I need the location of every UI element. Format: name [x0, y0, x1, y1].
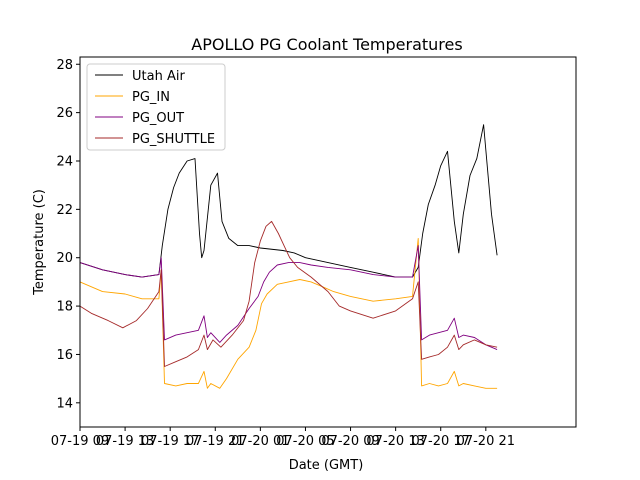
y-tick-label: 14 [56, 396, 73, 411]
y-tick-label: 16 [56, 348, 73, 363]
y-tick-label: 20 [56, 251, 73, 266]
x-tick-label: 07-20 13 [366, 434, 424, 449]
series-line-pg-in [79, 237, 498, 389]
series-layer [79, 124, 498, 389]
series-line-pg-out [79, 245, 498, 351]
y-tick-label: 26 [56, 106, 73, 121]
y-axis: 14 16 18 20 22 24 26 28 [56, 58, 80, 411]
y-tick-label: 18 [56, 300, 73, 315]
x-tick-label: 07-20 09 [321, 434, 379, 449]
plot-frame [79, 56, 577, 428]
y-axis-label: Temperature (C) [32, 189, 47, 296]
x-tick-label: 07-19 17 [141, 434, 199, 449]
series-line-utah-air [79, 124, 498, 278]
x-axis-label: Date (GMT) [289, 458, 364, 473]
legend-label-pg-shuttle: PG_SHUTTLE [132, 132, 215, 147]
x-tick-label: 07-20 01 [231, 434, 289, 449]
x-tick-label: 07-19 09 [51, 434, 109, 449]
legend-box [86, 63, 226, 151]
x-tick-label: 07-20 21 [457, 434, 515, 449]
legend-entries: Utah Air PG_IN PG_OUT PG_SHUTTLE [95, 69, 215, 147]
series-line-pg-shuttle [79, 220, 498, 367]
y-tick-label: 22 [56, 203, 73, 218]
legend: Utah Air PG_IN PG_OUT PG_SHUTTLE [86, 63, 226, 151]
legend-label-pg-in: PG_IN [132, 90, 170, 105]
x-tick-label: 07-20 05 [276, 434, 334, 449]
chart-title: APOLLO PG Coolant Temperatures [191, 35, 462, 54]
x-tick-label: 07-19 13 [96, 434, 154, 449]
legend-label-utah-air: Utah Air [132, 69, 185, 84]
x-tick-label: 07-20 17 [412, 434, 470, 449]
x-tick-label: 07-19 21 [186, 434, 244, 449]
y-tick-label: 28 [56, 58, 73, 73]
y-tick-label: 24 [56, 154, 73, 169]
legend-label-pg-out: PG_OUT [132, 111, 184, 126]
